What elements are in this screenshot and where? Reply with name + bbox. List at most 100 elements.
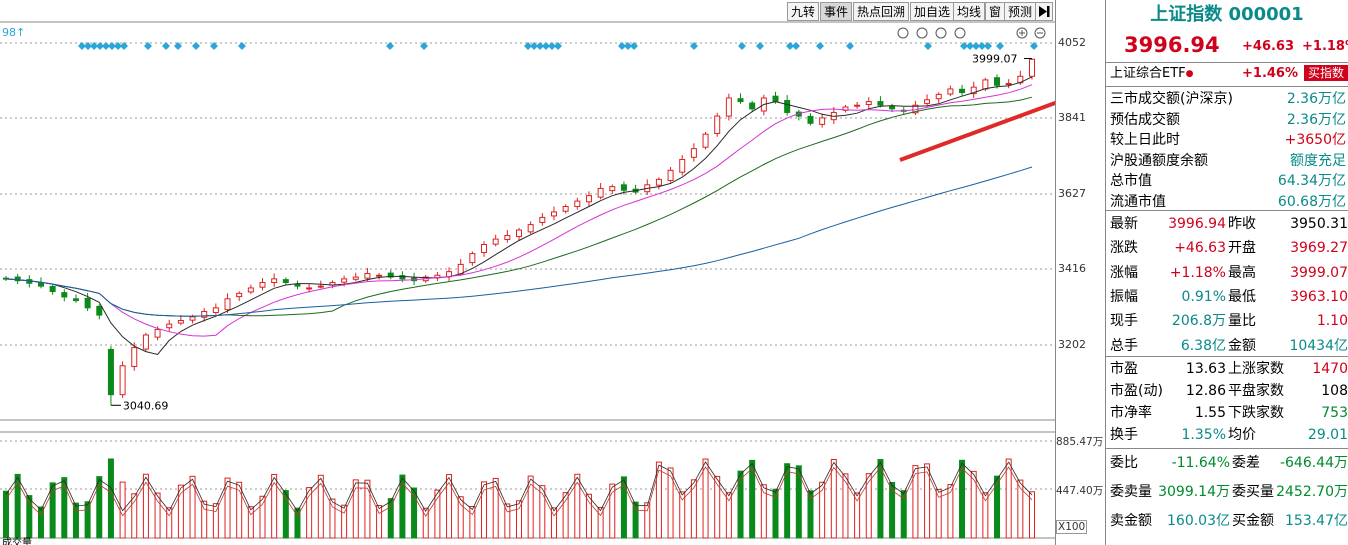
- event-marker[interactable]: [78, 42, 86, 50]
- volume-bar: [702, 458, 709, 539]
- toolbar-button-ma[interactable]: 均线: [953, 2, 986, 21]
- event-marker[interactable]: [618, 42, 626, 50]
- metric-label: 市盈: [1110, 361, 1138, 377]
- candle: [924, 94, 931, 107]
- event-marker[interactable]: [846, 42, 854, 50]
- volume-bar: [994, 475, 1001, 539]
- toolbar-button-forecast[interactable]: 预测: [1004, 2, 1037, 21]
- volume-bar: [399, 474, 406, 539]
- toolbar-button-jiuzhuan[interactable]: 九转: [787, 2, 820, 21]
- etf-pct: +1.46%: [1242, 66, 1298, 81]
- event-marker[interactable]: [690, 42, 698, 50]
- event-marker[interactable]: [786, 42, 794, 50]
- index-change: +46.63: [1242, 39, 1295, 54]
- kline-chart[interactable]: 98↑ 3999.07 3040.69 成交量: [0, 0, 1055, 545]
- toolbar-button-add-watchlist[interactable]: 加自选: [910, 2, 955, 21]
- zoom-out-icon[interactable]: [1034, 27, 1046, 39]
- event-marker[interactable]: [162, 42, 170, 50]
- event-marker[interactable]: [114, 42, 122, 50]
- event-marker[interactable]: [966, 42, 974, 50]
- event-marker[interactable]: [984, 42, 992, 50]
- candle: [784, 95, 791, 116]
- event-marker[interactable]: [96, 42, 104, 50]
- event-marker[interactable]: [102, 42, 110, 50]
- candle: [61, 289, 68, 302]
- volume-bar: [84, 501, 91, 539]
- volume-panel-label: 成交量: [2, 536, 32, 545]
- stat-value: 2.36万亿: [1286, 91, 1346, 107]
- volume-bar: [527, 475, 534, 539]
- event-marker[interactable]: [108, 42, 116, 50]
- quote-value: 3963.10: [1290, 288, 1348, 305]
- event-marker[interactable]: [1030, 42, 1038, 50]
- toolbar-button-window[interactable]: 窗: [985, 2, 1006, 21]
- event-marker[interactable]: [738, 42, 746, 50]
- volume-bar: [749, 459, 756, 539]
- event-marker[interactable]: [530, 42, 538, 50]
- candle: [959, 84, 966, 96]
- event-marker[interactable]: [924, 42, 932, 50]
- etf-row[interactable]: 上证综合ETF●: [1110, 63, 1348, 85]
- metric-label: 市净率: [1110, 405, 1152, 421]
- buy-index-button[interactable]: 买指数: [1304, 65, 1348, 81]
- quote-value: +1.18%: [1169, 264, 1226, 281]
- play-end-icon[interactable]: [1035, 2, 1053, 21]
- volume-bar: [236, 481, 243, 539]
- metric-label: 均价: [1228, 427, 1256, 443]
- volume-bar: [317, 474, 324, 539]
- event-marker[interactable]: [978, 42, 986, 50]
- settings-icon[interactable]: [897, 27, 909, 39]
- ma10-line: [5, 84, 1033, 337]
- event-marker[interactable]: [542, 42, 550, 50]
- candle: [481, 241, 488, 257]
- stat-value: 2.36万亿: [1286, 111, 1346, 128]
- volume-bar: [1029, 491, 1035, 539]
- event-marker[interactable]: [524, 42, 532, 50]
- volume-bars: [3, 458, 1035, 539]
- event-marker[interactable]: [960, 42, 968, 50]
- hand-icon[interactable]: [935, 27, 947, 39]
- candle: [749, 100, 756, 113]
- event-marker[interactable]: [174, 42, 182, 50]
- event-marker[interactable]: [756, 42, 764, 50]
- order-label: 委比: [1110, 455, 1138, 471]
- event-marker[interactable]: [210, 42, 218, 50]
- event-marker[interactable]: [816, 42, 824, 50]
- zoom-in-icon[interactable]: [1016, 27, 1028, 39]
- volume-bar: [37, 506, 44, 539]
- hand2-icon[interactable]: [954, 27, 966, 39]
- event-marker[interactable]: [996, 42, 1004, 50]
- y-tick-label: 3841: [1058, 111, 1086, 124]
- event-marker[interactable]: [554, 42, 562, 50]
- event-marker[interactable]: [624, 42, 632, 50]
- volume-bar: [539, 485, 546, 539]
- volume-bar: [107, 458, 114, 539]
- candle: [539, 213, 546, 226]
- candle: [667, 167, 674, 183]
- metric-value: 1.55: [1194, 405, 1226, 421]
- event-marker[interactable]: [792, 42, 800, 50]
- event-marker[interactable]: [192, 42, 200, 50]
- event-marker[interactable]: [420, 42, 428, 50]
- eye-icon[interactable]: [916, 27, 928, 39]
- toolbar-button-hot-review[interactable]: 热点回溯: [853, 2, 910, 21]
- event-marker[interactable]: [90, 42, 98, 50]
- event-marker[interactable]: [630, 42, 638, 50]
- event-marker[interactable]: [238, 42, 246, 50]
- volume-bar: [72, 502, 79, 539]
- toolbar-button-events[interactable]: 事件: [820, 2, 853, 21]
- event-marker[interactable]: [972, 42, 980, 50]
- candle: [259, 278, 266, 291]
- event-marker[interactable]: [548, 42, 556, 50]
- volume-bar: [772, 488, 779, 539]
- candles: [3, 58, 1035, 406]
- kline-chart-area[interactable]: 98↑ 3999.07 3040.69 成交量 九转 事件 热点回溯 加自选 均线 窗…: [0, 0, 1055, 545]
- volume-bar: [457, 496, 464, 539]
- candle: [655, 177, 662, 190]
- event-marker[interactable]: [84, 42, 92, 50]
- event-marker[interactable]: [120, 42, 128, 50]
- index-price: 3996.94: [1124, 33, 1220, 57]
- event-marker[interactable]: [386, 42, 394, 50]
- event-marker[interactable]: [144, 42, 152, 50]
- event-marker[interactable]: [536, 42, 544, 50]
